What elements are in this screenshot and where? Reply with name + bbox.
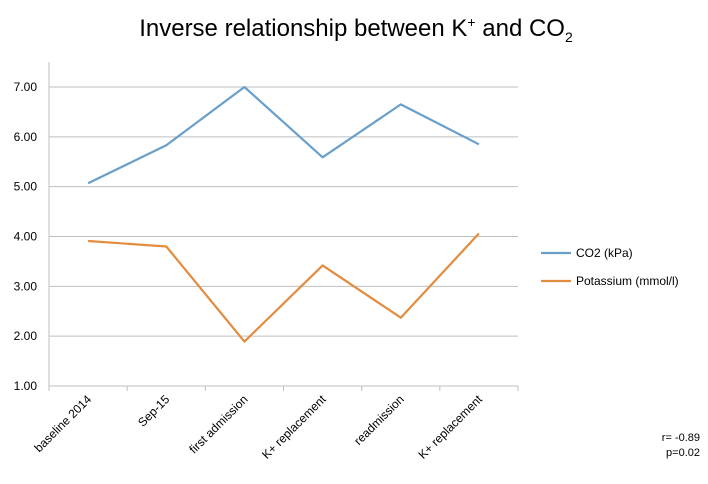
r-value: r= -0.89 bbox=[661, 432, 700, 444]
legend-label-0: CO2 (kPa) bbox=[576, 246, 633, 260]
x-tick-label: first admission bbox=[186, 392, 250, 456]
y-tick-label: 2.00 bbox=[14, 329, 38, 343]
chart-title-superscript: + bbox=[467, 14, 475, 30]
x-tick-label: baseline 2014 bbox=[31, 392, 94, 455]
series-line-1 bbox=[88, 232, 480, 343]
series-lines bbox=[87, 85, 480, 343]
y-tick-label: 7.00 bbox=[14, 80, 38, 94]
y-tick-label: 3.00 bbox=[14, 279, 38, 293]
legend: CO2 (kPa) Potassium (mmol/l) bbox=[541, 246, 679, 288]
chart-title-subscript: 2 bbox=[565, 29, 573, 45]
y-gridlines bbox=[48, 62, 519, 391]
x-tick-label: K+ replacement bbox=[415, 392, 485, 462]
y-tick-labels: 1.00 2.00 3.00 4.00 5.00 6.00 7.00 bbox=[14, 80, 38, 393]
correlation-stats: r= -0.89 p=0.02 bbox=[662, 431, 700, 461]
y-tick-label: 6.00 bbox=[14, 130, 38, 144]
x-tick-label: readmission bbox=[351, 392, 407, 448]
chart-title: Inverse relationship between K+ and CO2 bbox=[139, 14, 573, 45]
p-value: p=0.02 bbox=[666, 447, 700, 459]
x-tick-label: Sep-15 bbox=[135, 392, 172, 429]
y-tick-label: 4.00 bbox=[14, 230, 38, 244]
legend-label-1: Potassium (mmol/l) bbox=[576, 274, 679, 288]
y-tick-label: 5.00 bbox=[14, 180, 38, 194]
x-tick-label: K+ replacement bbox=[259, 392, 329, 462]
chart-title-main: Inverse relationship between K bbox=[139, 15, 467, 42]
chart-title-middle: and CO bbox=[476, 15, 565, 42]
y-tick-label: 1.00 bbox=[14, 379, 38, 393]
x-tick-labels: baseline 2014 Sep-15 first admission K+ rep… bbox=[31, 392, 485, 462]
series-line-0 bbox=[87, 85, 480, 185]
